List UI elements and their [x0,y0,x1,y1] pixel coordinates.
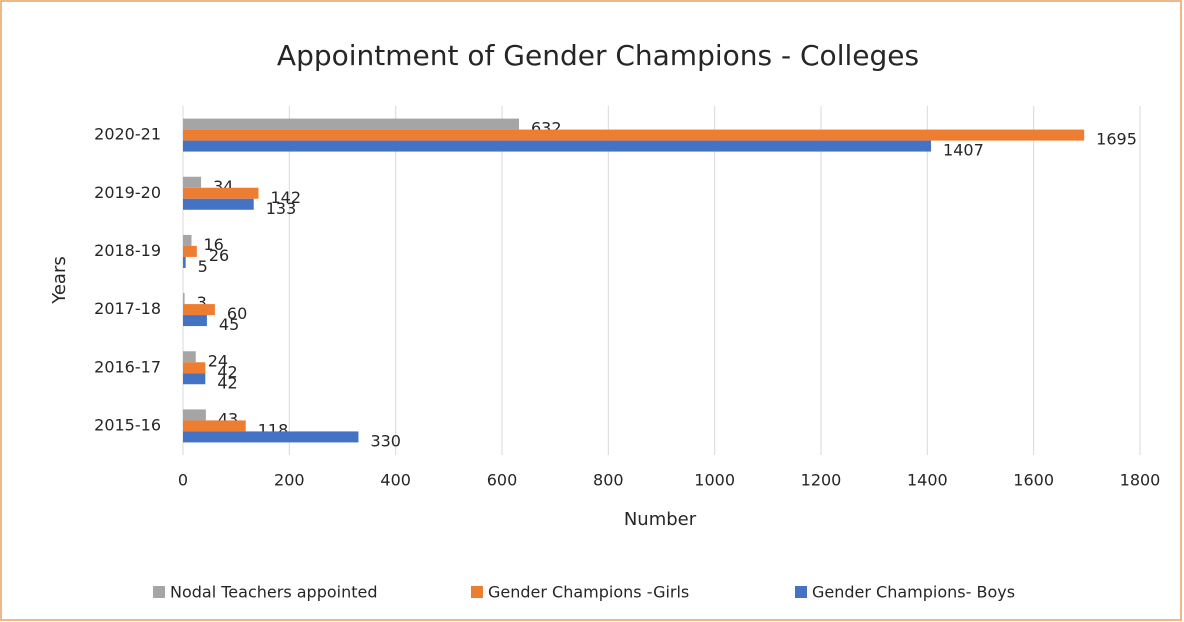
legend-swatch [795,586,807,598]
data-label: 3 [197,293,207,312]
bar [183,315,207,327]
x-tick-label: 800 [593,471,624,490]
x-tick-label: 1400 [907,471,948,490]
legend-swatch [471,586,483,598]
x-tick-label: 0 [178,471,188,490]
bar [183,245,197,257]
y-tick-label: 2016-17 [94,357,161,376]
bar [183,118,520,130]
x-axis-label: Number [624,509,697,530]
bar [183,256,186,268]
y-tick-label: 2018-19 [94,241,161,260]
data-label: 5 [198,257,208,276]
x-tick-label: 400 [380,471,411,490]
data-label: 142 [270,188,301,207]
data-label: 133 [266,199,297,218]
data-label: 42 [217,362,237,381]
data-label: 16 [204,235,224,254]
bar [183,176,202,188]
bar [183,129,1085,141]
bar [183,293,185,305]
bar [183,198,254,210]
bar [183,420,246,432]
y-tick-label: 2019-20 [94,183,161,202]
x-tick-label: 1000 [694,471,735,490]
data-label: 45 [219,315,239,334]
legend-swatch [153,586,165,598]
y-tick-label: 2017-18 [94,299,161,318]
bar [183,362,206,374]
bar [183,140,932,152]
data-label: 24 [208,351,228,370]
y-tick-label: 2020-21 [94,125,161,144]
data-label: 26 [209,246,229,265]
legend-label: Nodal Teachers appointed [170,583,378,602]
bar [183,234,192,246]
data-label: 60 [227,304,247,323]
bar [183,304,215,316]
data-label: 1407 [943,141,984,160]
y-axis-label: Years [49,256,70,305]
legend-label: Gender Champions- Boys [812,583,1015,602]
data-label: 330 [370,431,401,450]
data-label: 42 [217,373,237,392]
x-tick-label: 200 [274,471,305,490]
x-tick-label: 1800 [1120,471,1161,490]
bar [183,351,196,363]
legend-label: Gender Champions -Girls [488,583,689,602]
bar [183,431,359,443]
x-tick-label: 600 [487,471,518,490]
bar [183,409,206,421]
y-tick-label: 2015-16 [94,415,161,434]
x-tick-label: 1200 [801,471,842,490]
bar [183,373,206,385]
chart-title: Appointment of Gender Champions - Colleg… [277,39,919,72]
data-label: 1695 [1096,130,1137,149]
bar [183,187,259,199]
x-tick-label: 1600 [1013,471,1054,490]
